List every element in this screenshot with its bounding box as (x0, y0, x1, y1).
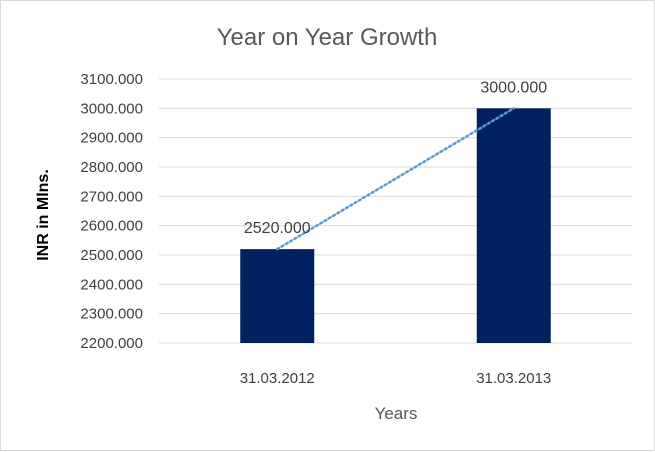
data-label: 2520.000 (244, 220, 311, 237)
chart-title: Year on Year Growth (217, 24, 438, 51)
y-tick-label: 2800.000 (80, 159, 143, 176)
bar-31-03-2013 (476, 108, 551, 343)
x-axis-ticks: 31.03.2012 31.03.2013 (240, 370, 552, 387)
y-tick-label: 2900.000 (80, 130, 143, 147)
y-tick-label: 2600.000 (80, 218, 143, 235)
trendline-group (276, 107, 515, 251)
y-tick-label: 2500.000 (80, 247, 143, 264)
trendline (276, 107, 515, 251)
y-tick-label: 3000.000 (80, 100, 143, 117)
bars (240, 108, 551, 343)
x-axis-title: Years (375, 404, 418, 423)
gridlines (159, 78, 632, 344)
bar-31-03-2012 (240, 249, 315, 343)
y-tick-label: 2700.000 (80, 188, 143, 205)
y-tick-label: 2200.000 (80, 335, 143, 352)
y-tick-label: 2300.000 (80, 306, 143, 323)
x-tick-label: 31.03.2013 (476, 370, 551, 387)
y-axis-ticks: 2200.000 2300.000 2400.000 2500.000 2600.000… (80, 71, 143, 352)
y-tick-label: 2400.000 (80, 276, 143, 293)
y-axis-title: INR in Mlns. (35, 169, 52, 261)
y-tick-label: 3100.000 (80, 71, 143, 88)
x-tick-label: 31.03.2012 (240, 370, 315, 387)
data-label: 3000.000 (480, 79, 547, 96)
data-labels: 2520.000 3000.000 (244, 79, 547, 237)
